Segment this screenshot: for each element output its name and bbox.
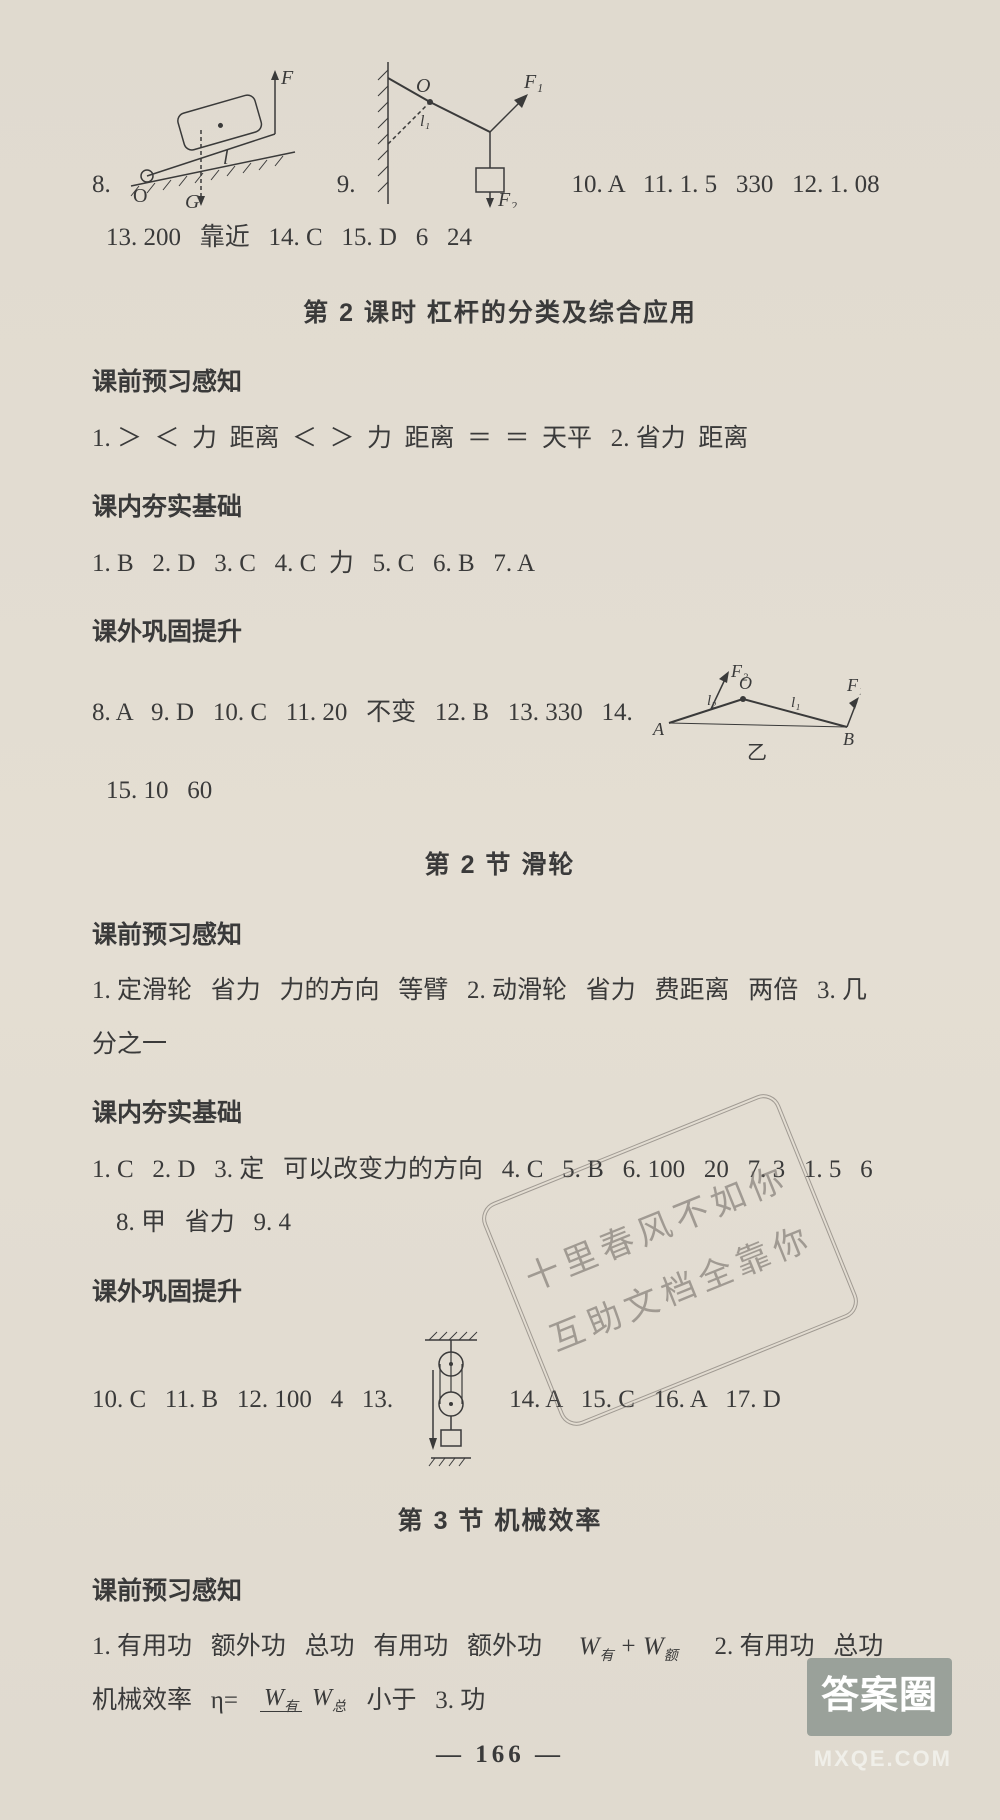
sec2-out-right: 14. A 15. C 16. A 17. D: [509, 1376, 781, 1424]
sec3-pre-1-formula: W有 + W额: [579, 1623, 678, 1671]
page: 8. O l G: [0, 0, 1000, 1820]
figure-8-lever: O l G F: [129, 68, 319, 208]
eta-fraction: W有 W总: [260, 1685, 350, 1715]
lesson2-out-tail: 15. 10 60: [92, 767, 908, 815]
formula-plus: +: [620, 1633, 637, 1660]
sec2-pre-1-cont: 分之一: [92, 1021, 908, 1069]
svg-text:F₁: F₁: [846, 675, 861, 695]
lesson2-out-heading: 课外巩固提升: [92, 609, 908, 657]
sec3-pre-2-right: 小于 3. 功: [354, 1677, 485, 1725]
svg-text:B: B: [843, 729, 854, 749]
sec2-in-heading: 课内夯实基础: [92, 1090, 908, 1138]
sec3-pre-1-left: 1. 有用功 额外功 总功 有用功 额外功: [92, 1623, 561, 1671]
sec2-in-1-cont: 8. 甲 省力 9. 4: [92, 1199, 908, 1247]
sec2-pre-heading: 课前预习感知: [92, 912, 908, 960]
lesson2-in-1-text: 1. B 2. D 3. C 4. C 力 5. C 6. B 7. A: [92, 540, 535, 588]
svg-text:O: O: [416, 75, 430, 97]
lesson2-in-heading: 课内夯实基础: [92, 484, 908, 532]
lesson2-in-1: 1. B 2. D 3. C 4. C 力 5. C 6. B 7. A: [92, 540, 908, 588]
lesson2-pre-heading: 课前预习感知: [92, 359, 908, 407]
top-figure-row: 8. O l G: [92, 58, 908, 208]
lesson2-out-row: 8. A 9. D 10. C 11. 20 不变 12. B 13. 330 …: [92, 665, 908, 761]
sec2-in-1-text: 1. C 2. D 3. 定 可以改变力的方向 4. C 5. B 6. 100…: [92, 1146, 873, 1194]
svg-text:A: A: [652, 719, 665, 739]
watermark-bottom: MXQE.COM: [807, 1738, 952, 1780]
line-13-15: 13. 200 靠近 14. C 15. D 6 24: [92, 214, 908, 262]
q9-number: 9.: [337, 161, 356, 209]
watermark: 答案圈 MXQE.COM: [807, 1658, 952, 1780]
sec2-pre-1-text: 1. 定滑轮 省力 力的方向 等臂 2. 动滑轮 省力 费距离 两倍 3. 几: [92, 967, 867, 1015]
lesson2-pre-1-text: 1. ＞ ＜ 力 距离 ＜ ＞ 力 距离 ＝ ＝ 天平 2. 省力 距离: [92, 415, 748, 463]
svg-text:l₁: l₁: [420, 113, 430, 130]
answers-10-12: 10. A 11. 1. 5 330 12. 1. 08: [572, 161, 891, 209]
lesson2-out-tail-text: 15. 10 60: [106, 767, 212, 815]
formula-w1: W: [579, 1633, 600, 1660]
svg-text:l₁: l₁: [791, 695, 800, 711]
sec2-title: 第 2 节 滑轮: [92, 842, 908, 890]
sec2-out-heading: 课外巩固提升: [92, 1269, 908, 1317]
lesson2-out-left: 8. A 9. D 10. C 11. 20 不变 12. B 13. 330 …: [92, 689, 633, 737]
sec2-in-1-cont-text: 8. 甲 省力 9. 4: [116, 1199, 291, 1247]
svg-text:F: F: [280, 68, 294, 89]
formula-s2: 额: [664, 1649, 678, 1664]
watermark-top: 答案圈: [807, 1658, 952, 1736]
figure-13-pulley: [411, 1330, 491, 1470]
sec2-out-left: 10. C 11. B 12. 100 4 13.: [92, 1376, 393, 1424]
figure-14-lever-yi: A O F₂ l₂ F₁ l₁ B 乙: [651, 665, 861, 761]
sec3-pre-2: 机械效率 η= W有 W总 小于 3. 功: [92, 1677, 908, 1725]
sec3-pre-1: 1. 有用功 额外功 总功 有用功 额外功 W有 + W额 2. 有用功 总功: [92, 1623, 908, 1671]
figure-9-wall-lever: O l₁ F₁ F₂: [374, 58, 554, 208]
sec2-pre-1: 1. 定滑轮 省力 力的方向 等臂 2. 动滑轮 省力 费距离 两倍 3. 几: [92, 967, 908, 1015]
svg-text:F₂: F₂: [497, 189, 517, 208]
sec2-out-row: 10. C 11. B 12. 100 4 13.: [92, 1330, 908, 1470]
sec3-pre-2-left: 机械效率 η=: [92, 1677, 238, 1725]
sec2-pre-1-cont-text: 分之一: [92, 1021, 167, 1069]
q8-number: 8.: [92, 161, 111, 209]
sec2-in-1: 1. C 2. D 3. 定 可以改变力的方向 4. C 5. B 6. 100…: [92, 1146, 908, 1194]
svg-text:乙: 乙: [747, 742, 767, 761]
answers-13-15: 13. 200 靠近 14. C 15. D 6 24: [106, 214, 472, 262]
formula-w2: W: [643, 1633, 664, 1660]
lesson2-title: 第 2 课时 杠杆的分类及综合应用: [92, 290, 908, 338]
formula-s1: 有: [600, 1649, 614, 1664]
svg-text:l: l: [223, 147, 229, 169]
svg-text:F₁: F₁: [523, 71, 543, 93]
svg-text:G: G: [185, 191, 200, 208]
svg-text:l₂: l₂: [707, 693, 716, 709]
svg-text:O: O: [133, 185, 147, 207]
svg-text:F₂: F₂: [730, 665, 748, 681]
sec3-pre-heading: 课前预习感知: [92, 1568, 908, 1616]
sec3-title: 第 3 节 机械效率: [92, 1498, 908, 1546]
lesson2-pre-1: 1. ＞ ＜ 力 距离 ＜ ＞ 力 距离 ＝ ＝ 天平 2. 省力 距离: [92, 415, 908, 463]
